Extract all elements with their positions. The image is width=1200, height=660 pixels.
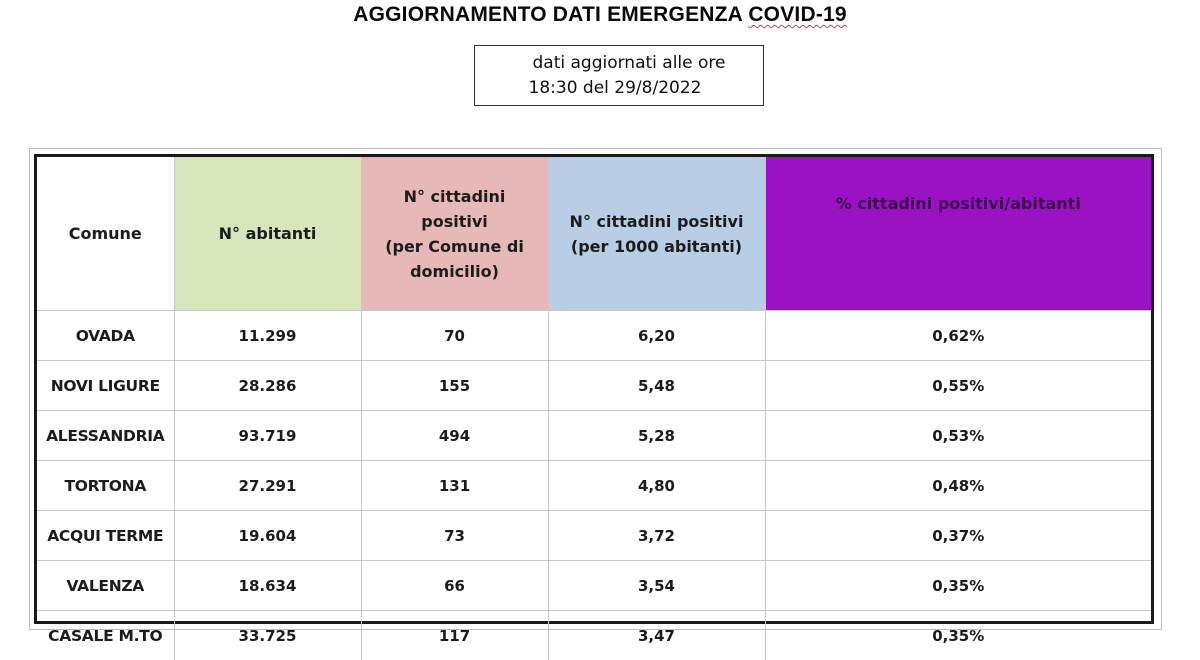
cell-percent: 0,35% bbox=[765, 561, 1151, 611]
header-abitanti: N° abitanti bbox=[174, 157, 361, 311]
cell-comune: TORTONA bbox=[37, 461, 174, 511]
cell-positivi: 117 bbox=[361, 611, 548, 660]
cell-positivi: 70 bbox=[361, 311, 548, 361]
cell-percent: 0,48% bbox=[765, 461, 1151, 511]
cell-comune: CASALE M.TO bbox=[37, 611, 174, 660]
covid-data-table-container: Comune N° abitanti N° cittadini positivi… bbox=[34, 154, 1154, 624]
header-comune: Comune bbox=[37, 157, 174, 311]
header-percent: % cittadini positivi/abitanti bbox=[765, 157, 1151, 311]
cell-per-1000: 6,20 bbox=[548, 311, 765, 361]
cell-positivi: 66 bbox=[361, 561, 548, 611]
page-title: AGGIORNAMENTO DATI EMERGENZA COVID-19 bbox=[0, 3, 1200, 27]
cell-percent: 0,62% bbox=[765, 311, 1151, 361]
table-row: NOVI LIGURE 28.286 155 5,48 0,55% bbox=[37, 361, 1151, 411]
cell-comune: ACQUI TERME bbox=[37, 511, 174, 561]
cell-percent: 0,55% bbox=[765, 361, 1151, 411]
cell-abitanti: 28.286 bbox=[174, 361, 361, 411]
cell-abitanti: 18.634 bbox=[174, 561, 361, 611]
cell-abitanti: 27.291 bbox=[174, 461, 361, 511]
table-row: VALENZA 18.634 66 3,54 0,35% bbox=[37, 561, 1151, 611]
cell-abitanti: 33.725 bbox=[174, 611, 361, 660]
cell-comune: ALESSANDRIA bbox=[37, 411, 174, 461]
cell-abitanti: 11.299 bbox=[174, 311, 361, 361]
cell-positivi: 73 bbox=[361, 511, 548, 561]
table-row: OVADA 11.299 70 6,20 0,62% bbox=[37, 311, 1151, 361]
update-timestamp-box: dati aggiornati alle ore 18:30 del 29/8/… bbox=[474, 45, 764, 106]
cell-positivi: 494 bbox=[361, 411, 548, 461]
cell-per-1000: 3,72 bbox=[548, 511, 765, 561]
table-row: CASALE M.TO 33.725 117 3,47 0,35% bbox=[37, 611, 1151, 660]
header-per-1000: N° cittadini positivi (per 1000 abitanti… bbox=[548, 157, 765, 311]
cell-abitanti: 19.604 bbox=[174, 511, 361, 561]
cell-comune: NOVI LIGURE bbox=[37, 361, 174, 411]
page-title-covid: COVID-19 bbox=[748, 3, 846, 26]
table-row: TORTONA 27.291 131 4,80 0,48% bbox=[37, 461, 1151, 511]
page-title-main: AGGIORNAMENTO DATI EMERGENZA bbox=[353, 3, 748, 26]
cell-percent: 0,37% bbox=[765, 511, 1151, 561]
header-positivi: N° cittadini positivi (per Comune di dom… bbox=[361, 157, 548, 311]
covid-data-table: Comune N° abitanti N° cittadini positivi… bbox=[37, 157, 1151, 660]
cell-percent: 0,53% bbox=[765, 411, 1151, 461]
table-row: ALESSANDRIA 93.719 494 5,28 0,53% bbox=[37, 411, 1151, 461]
cell-per-1000: 5,28 bbox=[548, 411, 765, 461]
timestamp-line-2: 18:30 del 29/8/2022 bbox=[475, 76, 763, 101]
cell-percent: 0,35% bbox=[765, 611, 1151, 660]
table-row: ACQUI TERME 19.604 73 3,72 0,37% bbox=[37, 511, 1151, 561]
table-header-row: Comune N° abitanti N° cittadini positivi… bbox=[37, 157, 1151, 311]
cell-positivi: 155 bbox=[361, 361, 548, 411]
cell-positivi: 131 bbox=[361, 461, 548, 511]
cell-per-1000: 3,54 bbox=[548, 561, 765, 611]
cell-comune: OVADA bbox=[37, 311, 174, 361]
cell-abitanti: 93.719 bbox=[174, 411, 361, 461]
cell-per-1000: 5,48 bbox=[548, 361, 765, 411]
timestamp-line-1: dati aggiornati alle ore bbox=[475, 51, 763, 76]
cell-comune: VALENZA bbox=[37, 561, 174, 611]
cell-per-1000: 3,47 bbox=[548, 611, 765, 660]
cell-per-1000: 4,80 bbox=[548, 461, 765, 511]
